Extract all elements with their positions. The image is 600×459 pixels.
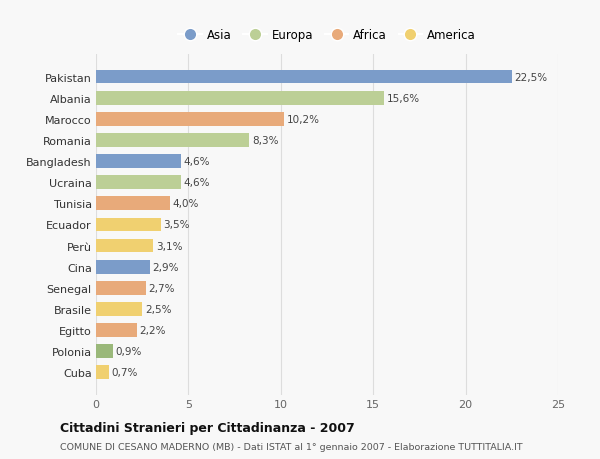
- Bar: [96, 92, 384, 105]
- Text: 10,2%: 10,2%: [287, 115, 320, 124]
- Bar: [96, 281, 146, 295]
- Text: 2,5%: 2,5%: [145, 304, 172, 314]
- Bar: [96, 324, 137, 337]
- Bar: [96, 239, 153, 253]
- Bar: [96, 71, 512, 84]
- Bar: [96, 197, 170, 211]
- Text: 2,2%: 2,2%: [139, 325, 166, 335]
- Text: 3,5%: 3,5%: [163, 220, 190, 230]
- Text: COMUNE DI CESANO MADERNO (MB) - Dati ISTAT al 1° gennaio 2007 - Elaborazione TUT: COMUNE DI CESANO MADERNO (MB) - Dati IST…: [60, 442, 523, 451]
- Bar: [96, 302, 142, 316]
- Text: 4,6%: 4,6%: [184, 178, 210, 188]
- Bar: [96, 176, 181, 190]
- Legend: Asia, Europa, Africa, America: Asia, Europa, Africa, America: [176, 27, 478, 45]
- Bar: [96, 218, 161, 232]
- Bar: [96, 260, 149, 274]
- Bar: [96, 155, 181, 168]
- Text: 0,7%: 0,7%: [112, 368, 138, 377]
- Bar: [96, 112, 284, 126]
- Text: 4,6%: 4,6%: [184, 157, 210, 167]
- Text: 2,7%: 2,7%: [149, 283, 175, 293]
- Text: 2,9%: 2,9%: [152, 262, 179, 272]
- Bar: [96, 366, 109, 379]
- Text: 22,5%: 22,5%: [515, 73, 548, 82]
- Bar: [96, 134, 250, 147]
- Text: Cittadini Stranieri per Cittadinanza - 2007: Cittadini Stranieri per Cittadinanza - 2…: [60, 421, 355, 434]
- Text: 8,3%: 8,3%: [252, 135, 278, 146]
- Text: 3,1%: 3,1%: [156, 241, 182, 251]
- Text: 4,0%: 4,0%: [173, 199, 199, 209]
- Bar: [96, 345, 113, 358]
- Text: 0,9%: 0,9%: [115, 347, 142, 356]
- Text: 15,6%: 15,6%: [387, 94, 420, 103]
